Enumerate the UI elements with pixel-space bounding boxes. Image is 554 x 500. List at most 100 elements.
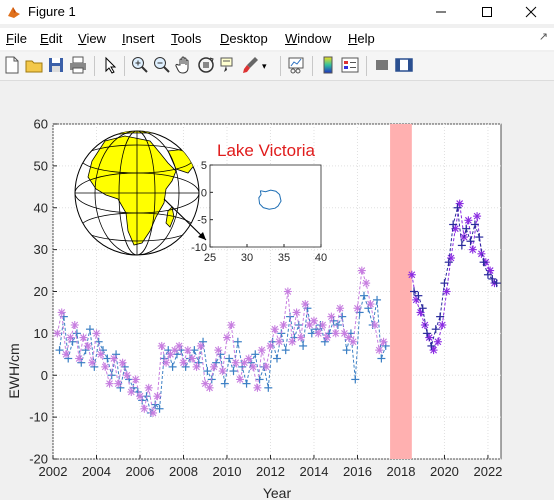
x-tick-label: 2010	[213, 464, 242, 479]
plus-marker	[155, 404, 164, 413]
star-marker	[83, 341, 92, 350]
plus-marker	[359, 291, 368, 300]
legend-icon[interactable]	[340, 55, 360, 75]
close-button[interactable]	[508, 0, 554, 24]
plus-marker	[377, 354, 386, 363]
minimize-button[interactable]	[418, 0, 464, 24]
y-tick-labels: -20 -10 0 10 20 30 40 50 60	[29, 117, 48, 467]
inset-pointer-arrowhead	[198, 232, 206, 240]
plus-marker	[431, 325, 440, 334]
menu-insert[interactable]: Insert	[122, 31, 155, 46]
star-marker	[53, 329, 62, 338]
maximize-icon	[482, 7, 492, 17]
brush-dropdown-icon[interactable]: ▾	[262, 61, 267, 71]
star-marker	[262, 362, 271, 371]
star-marker	[79, 333, 88, 342]
window-title: Figure 1	[28, 4, 76, 19]
new-figure-icon[interactable]	[2, 55, 22, 75]
hide-plot-tools-icon[interactable]	[372, 55, 392, 75]
star-marker	[66, 333, 75, 342]
plot-svg[interactable]: 2002 2004 2006 2008 2010 2012 2014 2016 2018 2020…	[0, 81, 554, 500]
print-icon[interactable]	[68, 55, 88, 75]
plus-marker	[255, 375, 264, 384]
star-marker	[323, 333, 332, 342]
y-tick-label: 0	[41, 368, 48, 383]
star-marker	[101, 362, 110, 371]
dock-arrow-icon[interactable]: ↗	[538, 31, 548, 43]
star-marker	[118, 358, 127, 367]
figure-toolbar: ▾	[0, 52, 554, 81]
plus-marker	[168, 362, 177, 371]
save-icon[interactable]	[46, 55, 66, 75]
plus-marker	[55, 346, 64, 355]
plus-marker	[107, 371, 116, 380]
plus-marker	[449, 220, 458, 229]
rotate-3d-icon[interactable]	[196, 55, 216, 75]
plus-marker	[220, 379, 229, 388]
y-tick-label: 60	[34, 117, 48, 132]
series-line	[411, 203, 495, 352]
star-marker	[331, 329, 340, 338]
star-marker	[249, 362, 258, 371]
series-line	[56, 270, 385, 414]
star-marker	[231, 358, 240, 367]
plus-marker	[229, 367, 238, 376]
x-tick-label: 2020	[430, 464, 459, 479]
data-cursor-icon[interactable]	[218, 55, 238, 75]
plus-marker	[470, 220, 479, 229]
star-marker	[370, 321, 379, 329]
x-tick-label: 2008	[169, 464, 198, 479]
menu-window[interactable]: Window	[285, 31, 332, 46]
star-marker	[407, 270, 416, 279]
star-marker	[270, 325, 279, 334]
menu-help[interactable]: Help	[348, 31, 375, 46]
colorbar-icon[interactable]	[318, 55, 338, 75]
star-marker	[327, 312, 336, 321]
menu-edit[interactable]: Edit	[40, 31, 63, 46]
inset-y-tick-labels: -10 -5 0 5	[191, 160, 207, 254]
menu-tools[interactable]: Tools	[171, 31, 202, 46]
figure-canvas[interactable]: 2002 2004 2006 2008 2010 2012 2014 2016 2018 2020…	[0, 81, 554, 500]
x-tick-labels: 2002 2004 2006 2008 2010 2012 2014 2016 2018 2020…	[39, 464, 503, 479]
globe-africa-land	[87, 135, 177, 246]
star-marker	[283, 287, 292, 296]
maximize-button[interactable]	[464, 0, 510, 24]
plus-marker	[225, 354, 234, 363]
show-plot-tools-icon[interactable]	[394, 55, 414, 75]
x-tick-label: 2022	[473, 464, 502, 479]
inset-pointer-line	[163, 198, 207, 241]
star-marker	[266, 341, 275, 350]
plus-marker	[203, 367, 212, 376]
open-file-icon[interactable]	[24, 55, 44, 75]
zoom-out-icon[interactable]	[152, 55, 172, 75]
plus-marker	[483, 270, 492, 279]
plus-marker	[342, 346, 351, 355]
toolbar-separator	[366, 56, 367, 76]
x-tick-label: 2002	[39, 464, 68, 479]
link-plot-icon[interactable]	[286, 55, 306, 75]
window-title-bar: Figure 1	[0, 0, 554, 24]
inset-x-tick-label: 25	[204, 252, 216, 264]
x-tick-label: 2006	[126, 464, 155, 479]
plus-marker	[72, 329, 81, 338]
inset-x-tick-label: 30	[241, 252, 253, 264]
menu-file[interactable]: File	[6, 31, 27, 46]
inset-axes-background[interactable]	[209, 164, 322, 248]
series-layer	[53, 199, 501, 417]
brush-icon[interactable]	[240, 55, 260, 75]
star-marker	[175, 341, 184, 350]
menu-view[interactable]: View	[78, 31, 106, 46]
toolbar-separator	[124, 56, 125, 76]
lake-outline	[258, 189, 282, 210]
plus-marker	[453, 203, 462, 212]
zoom-in-icon[interactable]	[130, 55, 150, 75]
menu-desktop[interactable]: Desktop	[220, 31, 268, 46]
star-marker	[318, 321, 327, 329]
toolbar-separator	[94, 56, 95, 76]
star-marker	[296, 333, 305, 342]
star-marker	[105, 379, 114, 388]
star-marker	[62, 350, 71, 359]
pan-hand-icon[interactable]	[174, 55, 194, 75]
close-icon	[525, 6, 537, 18]
edit-plot-arrow-icon[interactable]	[100, 55, 120, 75]
